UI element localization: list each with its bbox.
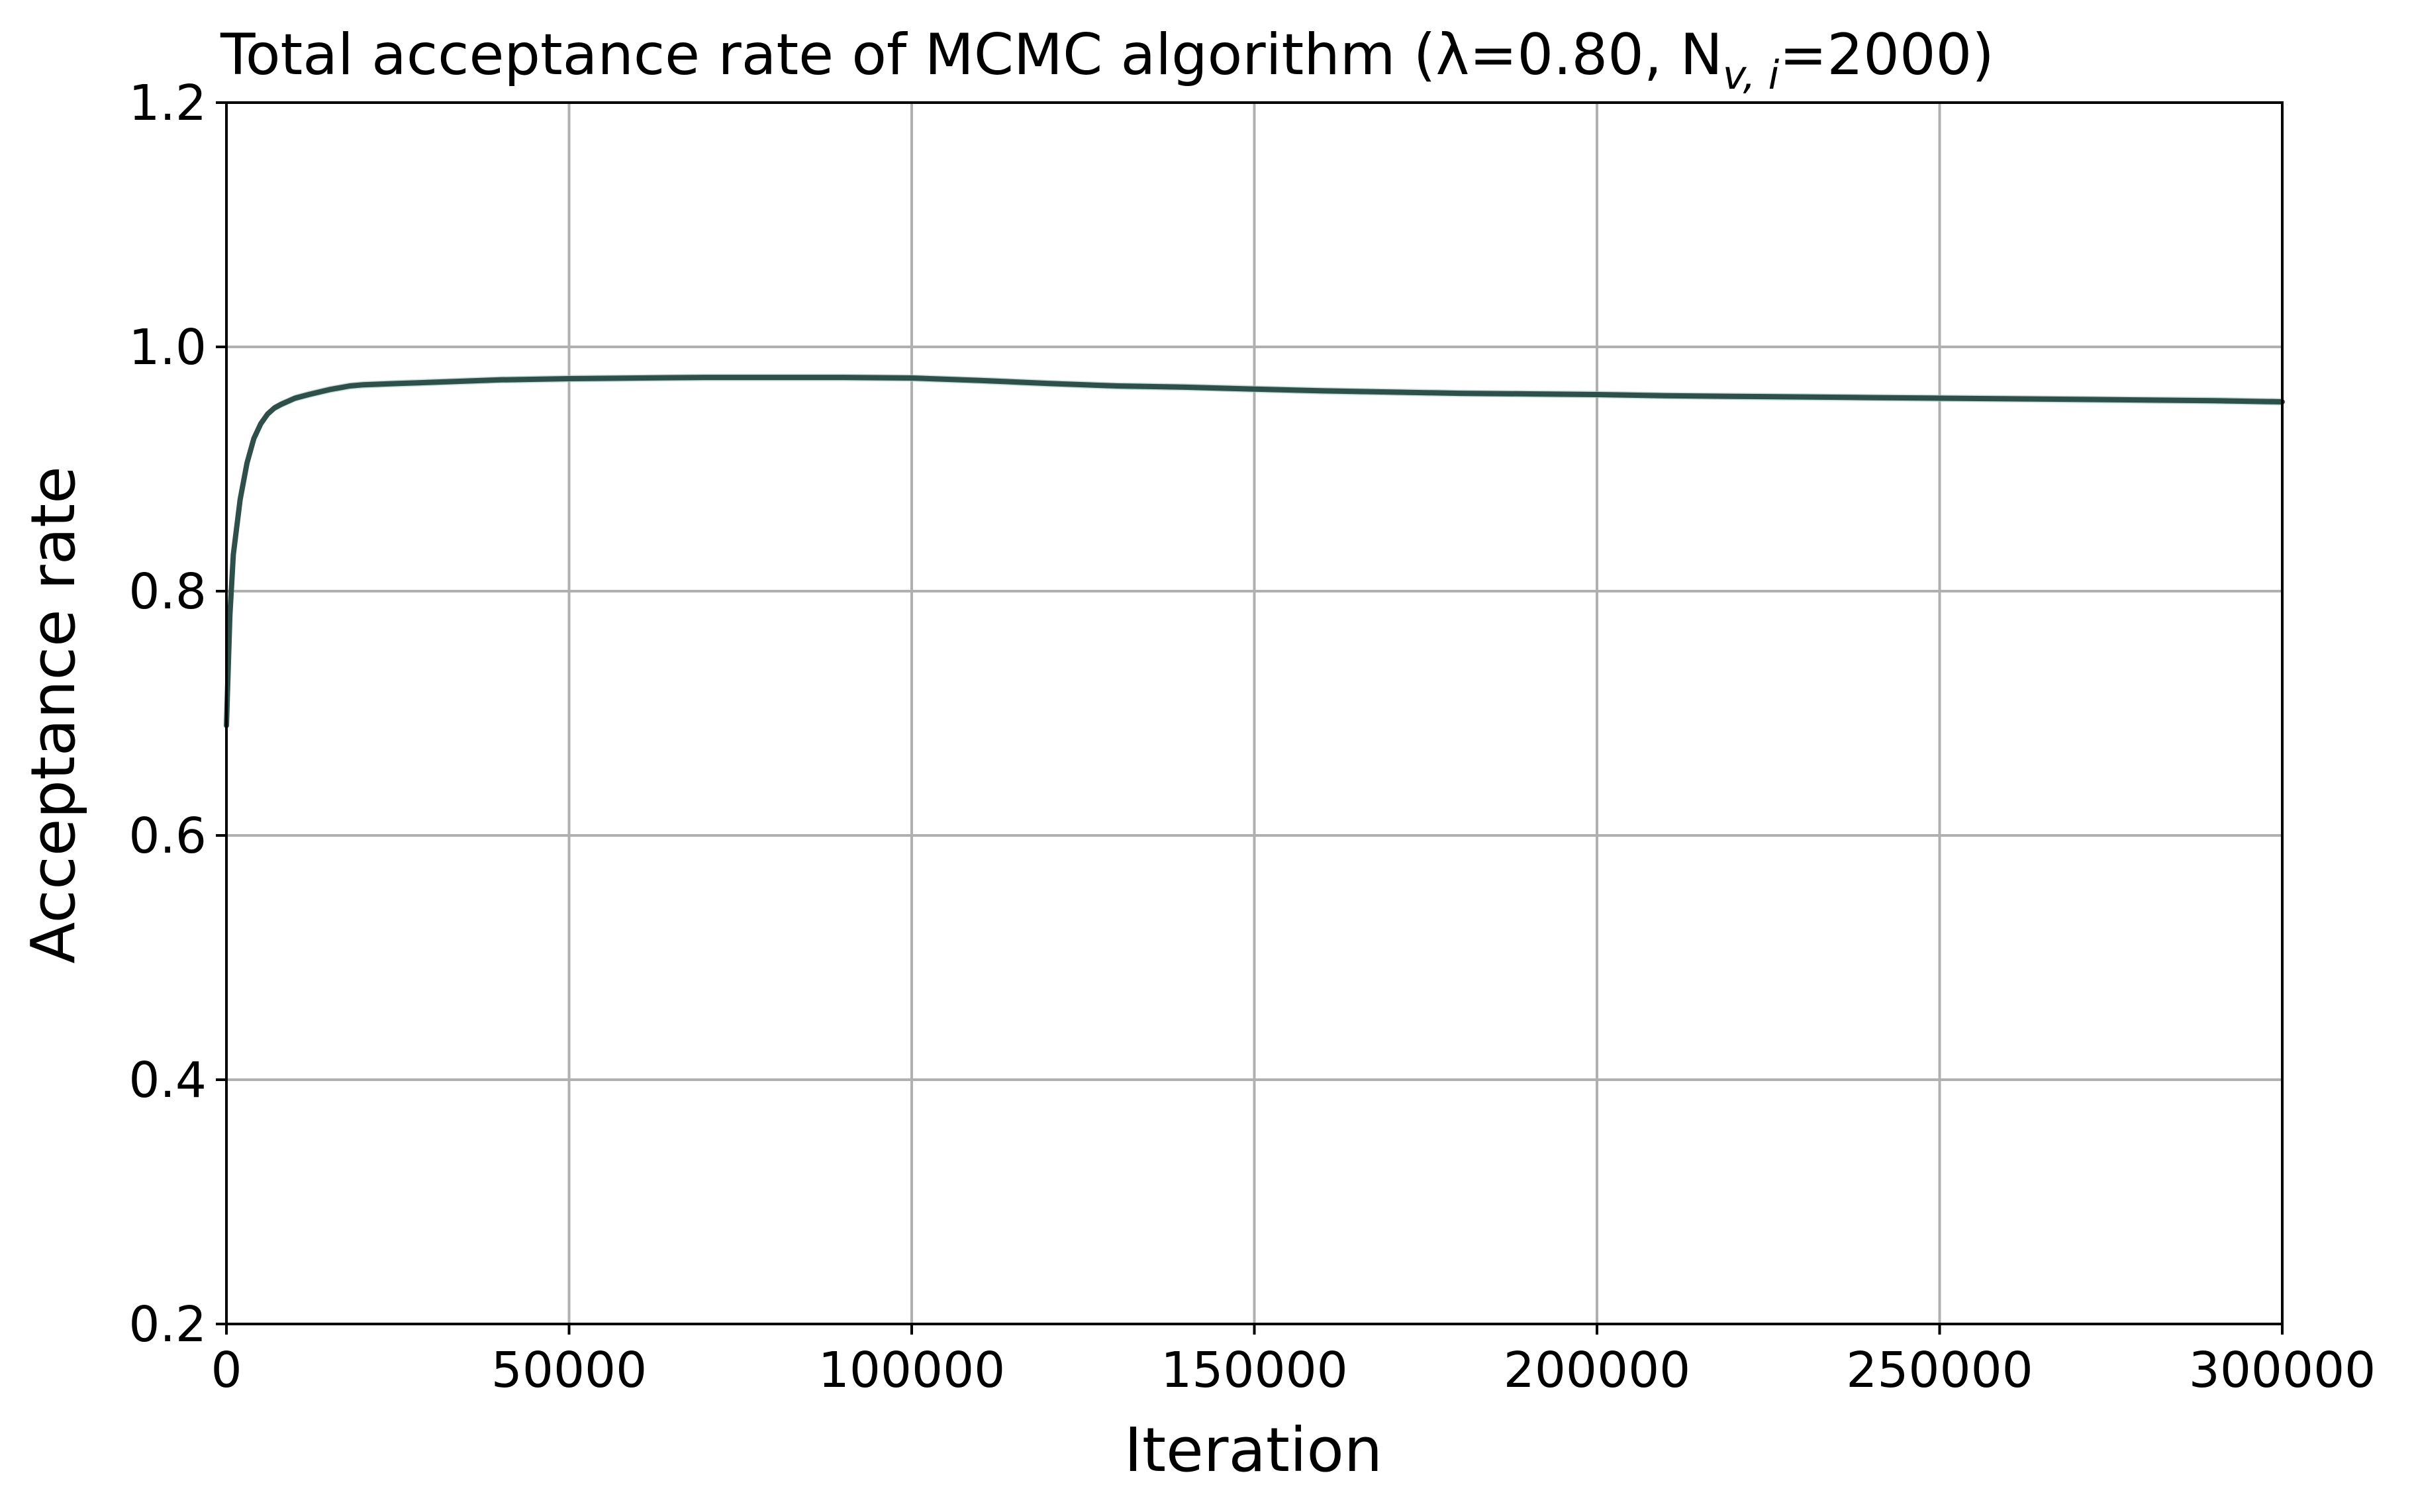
chart-title-subscript: v, i (1723, 52, 1780, 99)
x-tick-label: 150000 (1161, 1342, 1348, 1399)
y-tick-label: 0.4 (128, 1052, 207, 1109)
x-tick-label: 300000 (2189, 1342, 2376, 1399)
x-axis-ticks: 0 50000 100000 150000 200000 250000 300000 (211, 1324, 2376, 1399)
acceptance-rate-line (224, 375, 2285, 728)
y-tick-label: 0.8 (128, 563, 207, 620)
y-tick-label: 1.0 (128, 319, 207, 376)
y-tick-label: 1.2 (128, 75, 207, 132)
x-tick-label: 250000 (1846, 1342, 2033, 1399)
x-tick-label: 200000 (1504, 1342, 1691, 1399)
y-tick-label: 0.6 (128, 808, 207, 865)
x-tick-label: 0 (211, 1342, 242, 1399)
x-tick-label: 50000 (491, 1342, 647, 1399)
chart-title-suffix: =2000) (1779, 22, 1994, 88)
x-tick-label: 100000 (818, 1342, 1006, 1399)
chart-title: Total acceptance rate of MCMC algorithm … (220, 22, 1994, 99)
y-tick-label: 0.2 (128, 1296, 207, 1353)
x-axis-label: Iteration (1124, 1415, 1382, 1486)
y-axis-ticks: 0.2 0.4 0.6 0.8 1.0 1.2 (128, 75, 226, 1353)
y-axis-label: Acceptance rate (18, 466, 89, 964)
